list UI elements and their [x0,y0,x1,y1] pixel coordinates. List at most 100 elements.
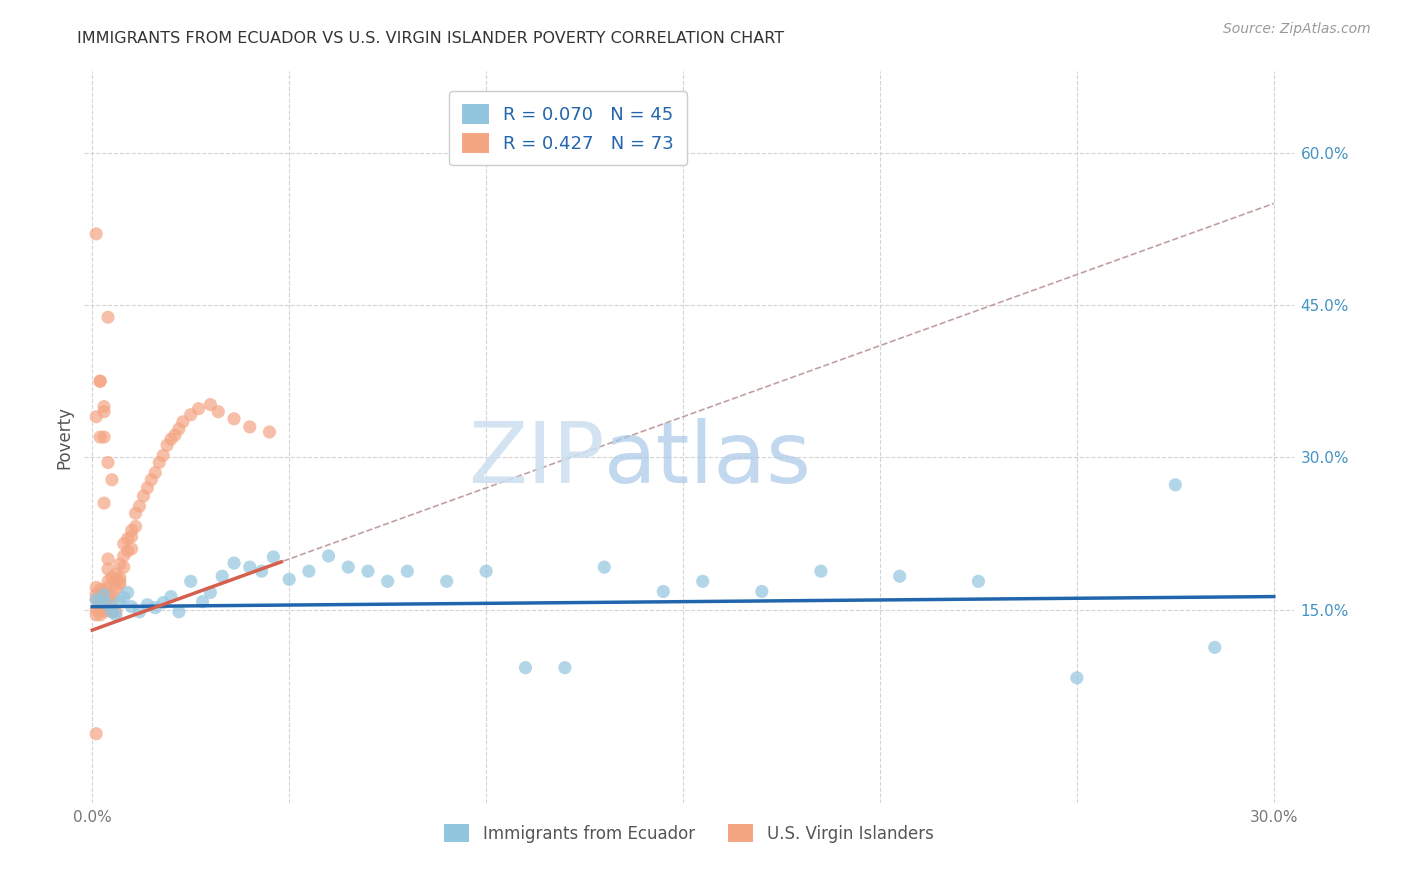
Point [1164,478,1187,492]
Point [89,590,111,604]
Point [222,556,245,570]
Point [143,466,166,480]
Point [93,400,115,414]
Text: IMMIGRANTS FROM ECUADOR VS U.S. VIRGIN ISLANDER POVERTY CORRELATION CHART: IMMIGRANTS FROM ECUADOR VS U.S. VIRGIN I… [77,31,785,46]
Point [84,727,107,741]
Point [337,560,360,574]
Point [751,584,773,599]
Point [889,569,911,583]
Point [1204,640,1226,655]
Point [262,549,284,564]
Point [160,590,183,604]
Point [84,409,107,424]
Point [136,481,159,495]
Point [121,599,143,614]
Point [121,524,143,538]
Point [108,557,131,571]
Point [222,412,245,426]
Point [121,541,143,556]
Point [967,574,990,589]
Point [128,499,150,513]
Point [97,581,120,595]
Point [89,374,111,388]
Point [191,595,214,609]
Point [93,605,115,619]
Point [692,574,714,589]
Y-axis label: Poverty: Poverty [55,406,73,468]
Point [101,605,124,619]
Point [104,605,127,619]
Point [593,560,616,574]
Point [101,605,124,619]
Point [93,588,115,602]
Point [200,398,222,412]
Point [108,577,131,591]
Point [93,584,115,599]
Point [124,506,146,520]
Point [128,605,150,619]
Point [89,598,111,612]
Point [84,581,107,595]
Point [84,588,107,602]
Point [84,607,107,622]
Point [160,432,183,446]
Point [89,374,111,388]
Point [101,588,124,602]
Point [97,598,120,612]
Point [112,537,135,551]
Point [84,603,107,617]
Legend: Immigrants from Ecuador, U.S. Virgin Islanders: Immigrants from Ecuador, U.S. Virgin Isl… [437,817,941,849]
Point [207,405,229,419]
Point [97,310,120,325]
Point [132,489,155,503]
Point [93,595,115,609]
Point [89,595,111,609]
Point [148,455,170,469]
Point [97,562,120,576]
Point [357,564,380,578]
Point [112,560,135,574]
Point [187,401,209,416]
Point [211,569,233,583]
Point [250,564,273,578]
Point [117,532,139,546]
Point [112,549,135,563]
Point [104,582,127,597]
Point [810,564,832,578]
Point [124,519,146,533]
Point [93,600,115,615]
Point [104,574,127,589]
Point [108,570,131,584]
Point [156,438,179,452]
Point [318,549,340,563]
Point [239,420,262,434]
Point [652,584,675,599]
Point [108,595,131,609]
Point [112,591,135,605]
Point [89,595,111,609]
Point [436,574,458,589]
Point [143,600,166,615]
Point [136,598,159,612]
Text: atlas: atlas [605,417,813,500]
Point [152,449,174,463]
Point [180,408,202,422]
Point [121,530,143,544]
Point [104,567,127,582]
Point [101,570,124,584]
Point [117,585,139,599]
Point [97,455,120,469]
Point [93,430,115,444]
Point [167,422,190,436]
Point [180,574,202,589]
Point [89,430,111,444]
Point [167,605,190,619]
Point [163,428,186,442]
Point [89,582,111,597]
Point [93,496,115,510]
Point [554,661,576,675]
Point [101,473,124,487]
Point [97,574,120,589]
Point [259,425,281,439]
Point [84,592,107,607]
